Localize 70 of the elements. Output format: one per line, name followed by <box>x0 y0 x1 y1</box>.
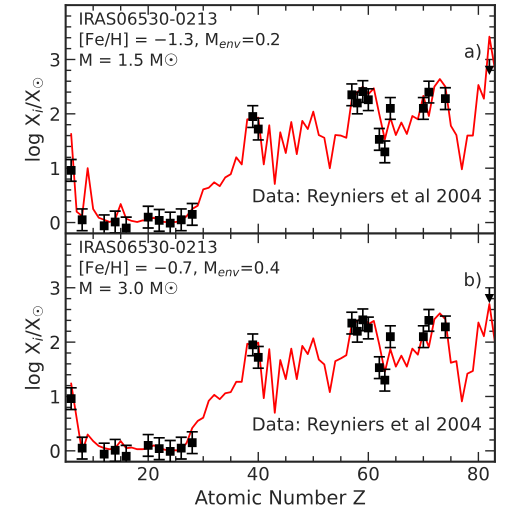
point <box>440 94 450 104</box>
point <box>418 332 428 342</box>
annotation: a) <box>464 44 480 60</box>
x-tick-label: 80 <box>468 466 489 481</box>
x-tick-label: 60 <box>358 466 379 481</box>
point <box>176 444 186 453</box>
point <box>144 441 153 450</box>
annotation: Data: Reyniers et al 2004 <box>254 188 482 206</box>
annotation: M = 1.5 M☉ <box>80 54 178 66</box>
point <box>66 394 76 404</box>
x-tick-label: 20 <box>138 466 158 481</box>
y-tick-label: 1 <box>51 162 60 176</box>
y-tick-label: 3 <box>50 281 60 295</box>
point <box>374 134 384 144</box>
point <box>352 98 362 108</box>
point <box>110 446 120 455</box>
point <box>154 216 164 225</box>
point <box>248 340 258 350</box>
point <box>380 147 390 156</box>
point <box>122 452 131 461</box>
point <box>176 215 186 224</box>
y-tick-label: 0 <box>50 216 60 230</box>
point <box>347 318 356 328</box>
point <box>100 450 109 458</box>
annotation: IRAS06530-0213 <box>80 240 216 254</box>
annotation: IRAS06530-0213 <box>80 12 216 25</box>
y-axis-title: log X$_{i}$/X$_{☉}$ <box>24 78 44 161</box>
annotation: [Fe/H] = −0.7, M$_{env}$=0.4 <box>80 260 280 276</box>
x-axis-title: Atomic Number Z <box>194 490 366 505</box>
annotation: [Fe/H] = −1.3, M$_{env}$=0.2 <box>80 32 279 48</box>
annotation: M = 3.0 M☉ <box>80 282 178 294</box>
point <box>386 104 395 113</box>
point <box>166 446 175 456</box>
point <box>424 88 434 96</box>
point <box>110 218 120 226</box>
annotation: b) <box>465 272 480 288</box>
point <box>484 66 494 76</box>
point <box>188 438 197 448</box>
point <box>424 316 434 325</box>
point <box>374 363 384 372</box>
point <box>440 322 450 332</box>
point <box>484 294 494 304</box>
point <box>144 212 153 222</box>
point <box>364 324 373 332</box>
point <box>358 315 368 324</box>
point <box>78 215 87 224</box>
point <box>78 444 87 453</box>
y-tick-label: 3 <box>50 52 60 67</box>
y-tick-label: 1 <box>51 390 60 404</box>
point <box>380 376 390 385</box>
annotation: Data: Reyniers et al 2004 <box>254 416 482 434</box>
y-tick-label: 2 <box>50 107 59 121</box>
point <box>358 87 368 96</box>
y-axis-title: log X$_{i}$/X$_{☉}$ <box>24 306 44 389</box>
point <box>248 112 258 121</box>
point <box>254 352 263 362</box>
x-tick-label: 40 <box>248 466 269 481</box>
y-tick-label: 0 <box>50 444 60 458</box>
point <box>254 124 263 134</box>
y-tick-label: 2 <box>50 336 59 349</box>
point <box>347 90 356 100</box>
point <box>166 218 175 228</box>
point <box>66 166 76 175</box>
point <box>352 326 362 336</box>
point <box>386 332 395 342</box>
point <box>418 104 428 113</box>
point <box>188 210 197 219</box>
point <box>100 221 109 230</box>
point <box>154 444 164 454</box>
point <box>364 95 373 104</box>
